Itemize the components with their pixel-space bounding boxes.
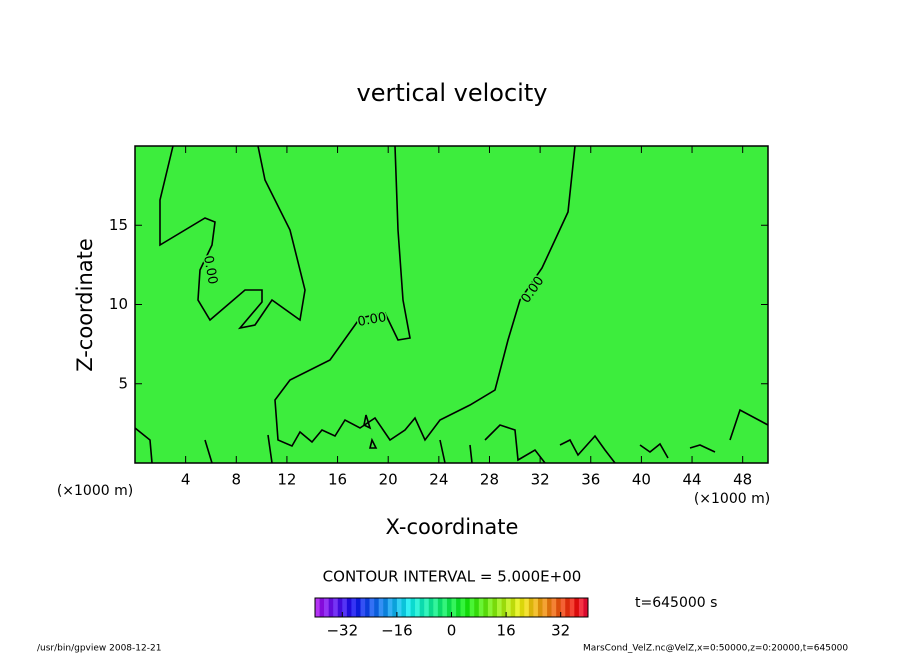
colorbar-swatch bbox=[569, 598, 575, 617]
contour-line bbox=[134, 408, 769, 464]
colorbar-swatch bbox=[497, 598, 502, 617]
x-tick-label: 32 bbox=[531, 471, 550, 489]
colorbar-swatch bbox=[365, 598, 370, 617]
chart-title: vertical velocity bbox=[357, 79, 548, 107]
footer-left: /usr/bin/gpview 2008-12-21 bbox=[37, 644, 161, 654]
colorbar-swatch bbox=[506, 598, 511, 617]
colorbar-swatch bbox=[533, 598, 539, 617]
colorbar-swatch bbox=[342, 598, 348, 617]
x-tick-label: 48 bbox=[733, 471, 752, 489]
colorbar-swatch bbox=[515, 598, 521, 617]
contour-line bbox=[274, 145, 576, 448]
colorbar-swatch bbox=[328, 598, 334, 617]
colorbar-swatch bbox=[578, 598, 584, 617]
colorbar-swatch bbox=[537, 598, 543, 617]
colorbar-swatch bbox=[437, 598, 443, 617]
colorbar-swatch bbox=[410, 598, 416, 617]
colorbar-swatch bbox=[492, 598, 498, 617]
colorbar-swatch bbox=[560, 598, 566, 617]
colorbar-swatch bbox=[574, 598, 580, 617]
colorbar-swatch bbox=[383, 598, 389, 617]
colorbar-swatch bbox=[442, 598, 448, 617]
colorbar-swatch bbox=[392, 598, 398, 617]
colorbar-swatch bbox=[460, 598, 466, 617]
x-tick-label: 44 bbox=[682, 471, 701, 489]
colorbar-swatch bbox=[469, 598, 475, 617]
colorbar-swatch bbox=[519, 598, 525, 617]
x-tick-label: 20 bbox=[379, 471, 398, 489]
colorbar-swatch bbox=[556, 598, 561, 617]
colorbar-swatch bbox=[355, 598, 361, 617]
colorbar-swatch bbox=[456, 598, 461, 617]
colorbar-swatch bbox=[433, 598, 439, 617]
colorbar-swatch bbox=[378, 598, 384, 617]
colorbar-swatch bbox=[446, 598, 452, 617]
colorbar-swatch bbox=[551, 598, 557, 617]
colorbar-swatch bbox=[387, 598, 393, 617]
footer-right: MarsCond_VelZ.nc@VelZ,x=0:50000,z=0:2000… bbox=[583, 644, 848, 654]
colorbar-swatch bbox=[369, 598, 375, 617]
colorbar-swatch bbox=[565, 598, 571, 617]
x-tick-label: 4 bbox=[181, 471, 191, 489]
colorbar-tick-label: 16 bbox=[497, 622, 516, 640]
colorbar-swatch bbox=[524, 598, 530, 617]
colorbar-swatch bbox=[451, 598, 457, 617]
x-axis-label: X-coordinate bbox=[386, 515, 519, 539]
colorbar-tick-label: 0 bbox=[447, 622, 457, 640]
x-unit: (×1000 m) bbox=[694, 491, 770, 507]
x-tick-label: 24 bbox=[429, 471, 448, 489]
contour-line bbox=[159, 145, 306, 330]
contour-label: 0.00 bbox=[200, 254, 220, 285]
contour-label: 0.00 bbox=[356, 310, 387, 330]
colorbar-swatch bbox=[401, 598, 407, 617]
colorbar-tick-label: −16 bbox=[381, 622, 413, 640]
colorbar-swatch bbox=[542, 598, 548, 617]
x-tick-label: 16 bbox=[328, 471, 347, 489]
colorbar-swatch bbox=[319, 598, 325, 617]
colorbar-swatch bbox=[333, 598, 339, 617]
colorbar-swatch bbox=[474, 598, 480, 617]
time-label: t=645000 s bbox=[635, 595, 717, 611]
colorbar-swatch bbox=[547, 598, 552, 617]
colorbar-swatch bbox=[406, 598, 411, 617]
colorbar-swatch bbox=[360, 598, 366, 617]
x-tick-label: 36 bbox=[581, 471, 600, 489]
colorbar-swatch bbox=[415, 598, 420, 617]
colorbar-swatch bbox=[487, 598, 493, 617]
contour-interval: CONTOUR INTERVAL = 5.000E+00 bbox=[323, 568, 582, 586]
colorbar: −32 −16 0 16 32 bbox=[314, 597, 589, 640]
y-tick-label: 10 bbox=[109, 295, 128, 313]
x-tick-label: 40 bbox=[632, 471, 651, 489]
colorbar-swatch bbox=[396, 598, 402, 617]
colorbar-swatch bbox=[324, 598, 329, 617]
colorbar-swatch bbox=[583, 598, 589, 617]
x-tick-label: 12 bbox=[277, 471, 296, 489]
y-axis-label: Z-coordinate bbox=[73, 238, 97, 372]
colorbar-swatch bbox=[315, 598, 320, 617]
y-unit: (×1000 m) bbox=[57, 483, 133, 499]
colorbar-swatch bbox=[510, 598, 516, 617]
colorbar-swatch bbox=[374, 598, 379, 617]
colorbar-swatch bbox=[351, 598, 357, 617]
colorbar-swatch bbox=[337, 598, 343, 617]
colorbar-swatch bbox=[419, 598, 425, 617]
x-tick-label: 28 bbox=[480, 471, 499, 489]
colorbar-swatch bbox=[465, 598, 470, 617]
colorbar-swatch bbox=[424, 598, 430, 617]
x-tick-label: 8 bbox=[232, 471, 242, 489]
colorbar-swatch bbox=[346, 598, 352, 617]
colorbar-tick-label: −32 bbox=[326, 622, 358, 640]
colorbar-swatch bbox=[483, 598, 489, 617]
contours bbox=[134, 145, 769, 464]
colorbar-tick-label: 32 bbox=[551, 622, 570, 640]
field bbox=[135, 146, 768, 463]
colorbar-swatch bbox=[478, 598, 484, 617]
colorbar-swatch bbox=[528, 598, 534, 617]
y-tick-label: 15 bbox=[109, 216, 128, 234]
colorbar-swatch bbox=[428, 598, 434, 617]
colorbar-swatch bbox=[501, 598, 507, 617]
y-tick-label: 5 bbox=[118, 374, 128, 392]
